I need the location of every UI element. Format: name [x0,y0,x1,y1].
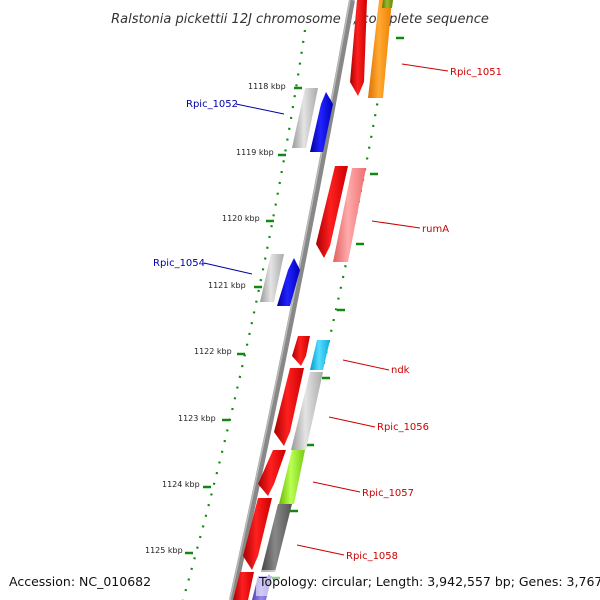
tick-label-1124: 1124 kbp [162,480,200,489]
cds-rpic-1057-forward[interactable] [258,450,286,496]
cds-rpic-1056-gray-track[interactable] [291,372,323,450]
cds-ndk-cyan-track[interactable] [310,340,330,370]
cds-ruma-salmon-track[interactable] [333,168,366,262]
cds-rpic-1051-forward[interactable] [350,0,367,96]
cds-bottom-forward [233,572,254,600]
label-rpic-1051[interactable]: Rpic_1051 [450,67,502,78]
label-rpic-1052[interactable]: Rpic_1052 [186,99,238,110]
topology-text: Topology: circular; Length: 3,942,557 bp… [258,574,600,589]
leader-line-ruma [371,220,421,229]
leader-line-rpic-1056 [328,416,376,428]
label-rpic-1056[interactable]: Rpic_1056 [377,422,429,433]
cds-rpic-1054-gray-track[interactable] [260,254,284,302]
tick-label-1120: 1120 kbp [222,214,260,223]
cds-rpic-1056-forward[interactable] [274,368,304,446]
tick-label-1122: 1122 kbp [194,347,232,356]
leader-line-rpic-1058 [296,544,345,556]
cds-rpic-1052-gray-track[interactable] [292,88,318,148]
chromosome-backbone [229,0,355,600]
leader-line-rpic-1052 [235,103,285,115]
tick-label-1123: 1123 kbp [178,414,216,423]
cds-ndk-forward[interactable] [292,336,310,366]
cds-rpic-1051-orange-track[interactable] [368,0,392,98]
leader-line-ndk [342,359,390,371]
tick-label-1125: 1125 kbp [145,546,183,555]
cds-rpic-1058-dark-track[interactable] [261,504,292,572]
chromosome-backbone-highlight [229,0,351,600]
tick-label-1118: 1118 kbp [248,82,286,91]
cds-ruma-forward[interactable] [316,166,348,258]
cds-rpic-1052-reverse[interactable] [310,92,333,152]
footer-backdrop [256,570,596,596]
map-title: Ralstonia pickettii 12J chromosome 1, co… [111,12,489,27]
leader-line-rpic-1051 [401,63,449,72]
leader-line-rpic-1054 [203,262,253,275]
leader-line-rpic-1057 [312,481,361,493]
cds-rpic-1054-reverse[interactable] [277,258,300,306]
cds-rpic-1057-green-track[interactable] [279,450,305,504]
label-ndk[interactable]: ndk [391,365,410,376]
cds-olive-track [382,0,393,8]
tick-label-1121: 1121 kbp [208,281,246,290]
label-rpic-1057[interactable]: Rpic_1057 [362,488,414,499]
label-rpic-1054[interactable]: Rpic_1054 [153,258,205,269]
label-ruma[interactable]: rumA [422,224,449,235]
accession-text: Accession: NC_010682 [9,574,151,589]
label-rpic-1058[interactable]: Rpic_1058 [346,551,398,562]
cds-rpic-1058-forward[interactable] [243,498,272,570]
tick-label-1119: 1119 kbp [236,148,274,157]
